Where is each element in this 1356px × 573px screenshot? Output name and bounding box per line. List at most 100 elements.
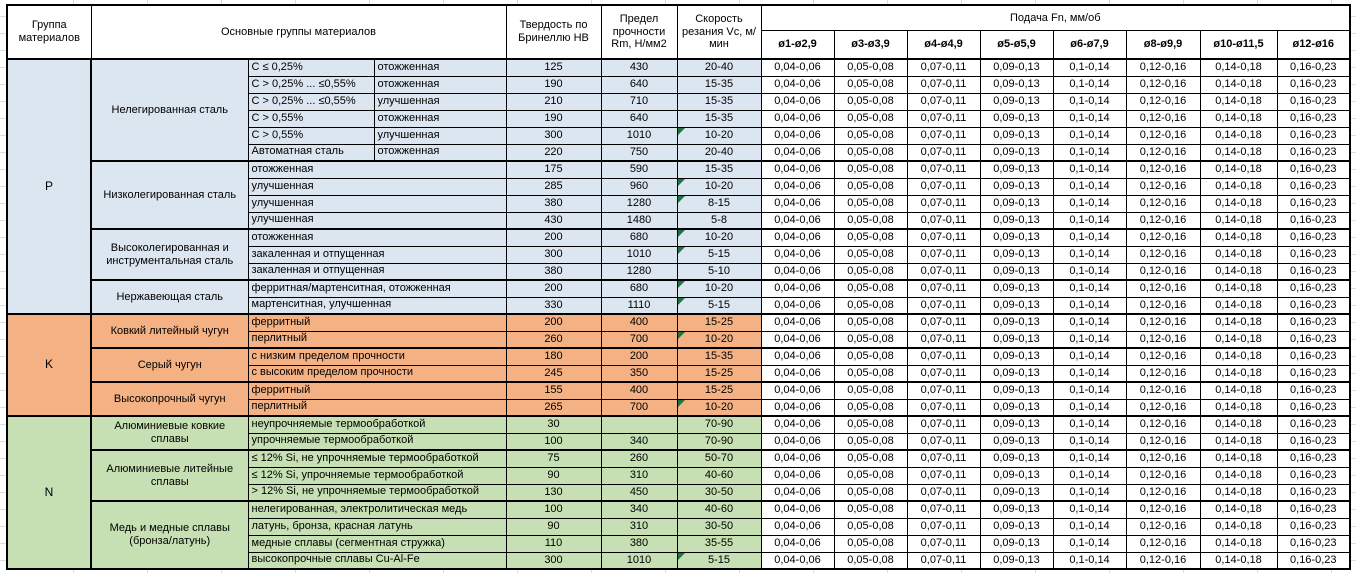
rm-cell[interactable]: 350 xyxy=(600,364,678,383)
feed-cell[interactable]: 0,16-0,23 xyxy=(1276,347,1351,366)
rm-cell[interactable]: 340 xyxy=(600,500,678,519)
header-feed-diameter[interactable]: ø1-ø2,9 xyxy=(760,30,835,60)
feed-cell[interactable]: 0,05-0,08 xyxy=(833,75,908,94)
feed-cell[interactable]: 0,05-0,08 xyxy=(833,466,908,485)
feed-cell[interactable]: 0,16-0,23 xyxy=(1276,364,1351,383)
feed-cell[interactable]: 0,1-0,14 xyxy=(1052,517,1127,536)
feed-cell[interactable]: 0,16-0,23 xyxy=(1276,75,1351,94)
feed-cell[interactable]: 0,04-0,06 xyxy=(760,245,835,264)
feed-cell[interactable]: 0,14-0,18 xyxy=(1199,58,1278,77)
hb-cell[interactable]: 90 xyxy=(505,517,602,536)
feed-cell[interactable]: 0,07-0,11 xyxy=(906,517,981,536)
vc-cell[interactable]: 40-60 xyxy=(676,500,762,519)
feed-cell[interactable]: 0,07-0,11 xyxy=(906,432,981,451)
material-desc-cell[interactable]: медные сплавы (сегментная стружка) xyxy=(247,534,507,553)
vc-cell[interactable]: 10-20 xyxy=(676,126,762,145)
vc-cell[interactable]: 5-8 xyxy=(676,211,762,230)
vc-cell[interactable]: 10-20 xyxy=(676,228,762,247)
material-sub1-cell[interactable]: C > 0,55% xyxy=(247,126,375,145)
feed-cell[interactable]: 0,07-0,11 xyxy=(906,330,981,349)
hb-cell[interactable]: 200 xyxy=(505,313,602,332)
feed-cell[interactable]: 0,05-0,08 xyxy=(833,313,908,332)
header-feed-diameter[interactable]: ø10-ø11,5 xyxy=(1199,30,1278,60)
feed-cell[interactable]: 0,07-0,11 xyxy=(906,245,981,264)
rm-cell[interactable]: 310 xyxy=(600,466,678,485)
feed-cell[interactable]: 0,09-0,13 xyxy=(979,296,1054,315)
feed-cell[interactable]: 0,12-0,16 xyxy=(1125,279,1201,298)
feed-cell[interactable]: 0,12-0,16 xyxy=(1125,551,1201,570)
feed-cell[interactable]: 0,09-0,13 xyxy=(979,177,1054,196)
vc-cell[interactable]: 15-35 xyxy=(676,347,762,366)
feed-cell[interactable]: 0,14-0,18 xyxy=(1199,75,1278,94)
feed-cell[interactable]: 0,04-0,06 xyxy=(760,143,835,162)
vc-cell[interactable]: 20-40 xyxy=(676,143,762,162)
vc-cell[interactable]: 10-20 xyxy=(676,177,762,196)
feed-cell[interactable]: 0,12-0,16 xyxy=(1125,534,1201,553)
feed-cell[interactable]: 0,12-0,16 xyxy=(1125,58,1201,77)
vc-cell[interactable]: 5-15 xyxy=(676,245,762,264)
feed-cell[interactable]: 0,05-0,08 xyxy=(833,500,908,519)
material-desc-cell[interactable]: > 12% Si, не упрочняемые термообработкой xyxy=(247,483,507,502)
feed-cell[interactable]: 0,16-0,23 xyxy=(1276,279,1351,298)
header-feed-diameter[interactable]: ø12-ø16 xyxy=(1276,30,1351,60)
header-main-material-groups[interactable]: Основные группы материалов xyxy=(90,4,507,60)
feed-cell[interactable]: 0,1-0,14 xyxy=(1052,551,1127,570)
feed-cell[interactable]: 0,09-0,13 xyxy=(979,228,1054,247)
feed-cell[interactable]: 0,12-0,16 xyxy=(1125,126,1201,145)
hb-cell[interactable]: 100 xyxy=(505,500,602,519)
feed-cell[interactable]: 0,14-0,18 xyxy=(1199,279,1278,298)
block-name-cell[interactable]: Алюминиевые ковкие сплавы xyxy=(90,415,249,451)
vc-cell[interactable]: 30-50 xyxy=(676,517,762,536)
feed-cell[interactable]: 0,04-0,06 xyxy=(760,92,835,111)
vc-cell[interactable]: 35-55 xyxy=(676,534,762,553)
vc-cell[interactable]: 15-35 xyxy=(676,109,762,128)
feed-cell[interactable]: 0,14-0,18 xyxy=(1199,262,1278,281)
feed-cell[interactable]: 0,14-0,18 xyxy=(1199,313,1278,332)
vc-cell[interactable]: 10-20 xyxy=(676,279,762,298)
feed-cell[interactable]: 0,09-0,13 xyxy=(979,58,1054,77)
feed-cell[interactable]: 0,04-0,06 xyxy=(760,347,835,366)
material-desc-cell[interactable]: перлитный xyxy=(247,330,507,349)
feed-cell[interactable]: 0,16-0,23 xyxy=(1276,228,1351,247)
feed-cell[interactable]: 0,16-0,23 xyxy=(1276,126,1351,145)
feed-cell[interactable]: 0,04-0,06 xyxy=(760,75,835,94)
material-desc-cell[interactable]: упрочняемые термообработкой xyxy=(247,432,507,451)
material-sub1-cell[interactable]: C ≤ 0,25% xyxy=(247,58,375,77)
feed-cell[interactable]: 0,14-0,18 xyxy=(1199,109,1278,128)
feed-cell[interactable]: 0,14-0,18 xyxy=(1199,245,1278,264)
feed-cell[interactable]: 0,04-0,06 xyxy=(760,160,835,179)
feed-cell[interactable]: 0,04-0,06 xyxy=(760,194,835,213)
group-cell[interactable]: P xyxy=(6,58,92,315)
material-desc-cell[interactable]: отожженная xyxy=(247,160,507,179)
feed-cell[interactable]: 0,16-0,23 xyxy=(1276,534,1351,553)
feed-cell[interactable]: 0,1-0,14 xyxy=(1052,483,1127,502)
feed-cell[interactable]: 0,07-0,11 xyxy=(906,415,981,434)
hb-cell[interactable]: 175 xyxy=(505,160,602,179)
feed-cell[interactable]: 0,09-0,13 xyxy=(979,194,1054,213)
hb-cell[interactable]: 300 xyxy=(505,126,602,145)
hb-cell[interactable]: 30 xyxy=(505,415,602,434)
feed-cell[interactable]: 0,04-0,06 xyxy=(760,534,835,553)
feed-cell[interactable]: 0,14-0,18 xyxy=(1199,534,1278,553)
rm-cell[interactable]: 400 xyxy=(600,381,678,400)
feed-cell[interactable]: 0,14-0,18 xyxy=(1199,415,1278,434)
header-material-group[interactable]: Группа материалов xyxy=(6,4,92,60)
rm-cell[interactable]: 640 xyxy=(600,75,678,94)
feed-cell[interactable]: 0,12-0,16 xyxy=(1125,313,1201,332)
rm-cell[interactable]: 1010 xyxy=(600,126,678,145)
block-name-cell[interactable]: Нелегированная сталь xyxy=(90,58,249,162)
feed-cell[interactable]: 0,14-0,18 xyxy=(1199,126,1278,145)
material-desc-cell[interactable]: ≤ 12% Si, не упрочняемые термообработкой xyxy=(247,449,507,468)
feed-cell[interactable]: 0,16-0,23 xyxy=(1276,109,1351,128)
rm-cell[interactable]: 400 xyxy=(600,313,678,332)
feed-cell[interactable]: 0,05-0,08 xyxy=(833,109,908,128)
feed-cell[interactable]: 0,05-0,08 xyxy=(833,126,908,145)
material-desc-cell[interactable]: закаленная и отпущенная xyxy=(247,262,507,281)
feed-cell[interactable]: 0,09-0,13 xyxy=(979,313,1054,332)
feed-cell[interactable]: 0,07-0,11 xyxy=(906,262,981,281)
rm-cell[interactable]: 260 xyxy=(600,449,678,468)
feed-cell[interactable]: 0,16-0,23 xyxy=(1276,483,1351,502)
feed-cell[interactable]: 0,14-0,18 xyxy=(1199,432,1278,451)
vc-cell[interactable]: 15-35 xyxy=(676,75,762,94)
hb-cell[interactable]: 180 xyxy=(505,347,602,366)
